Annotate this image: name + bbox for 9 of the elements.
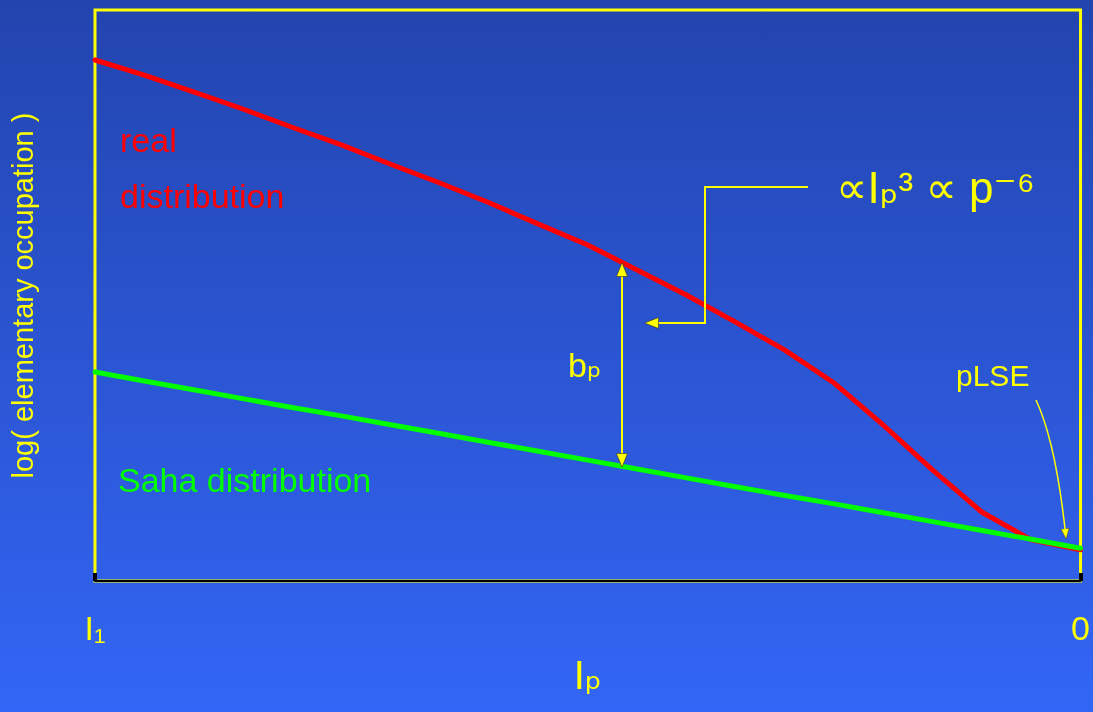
annotation: pLSE (956, 358, 1030, 392)
series-label: Saha distribution (118, 461, 372, 499)
annotation: ∝Iₚ³ ∝ p⁻⁶ (836, 162, 1035, 212)
x-tick-label: I₁ (84, 609, 106, 647)
annotation: bₚ (568, 346, 602, 384)
x-axis-title: Iₚ (573, 653, 602, 697)
series-label: real distribution (120, 121, 285, 215)
x-tick-label: 0 (1071, 609, 1091, 647)
y-axis-title: log( elementary occupation ) (6, 112, 39, 479)
